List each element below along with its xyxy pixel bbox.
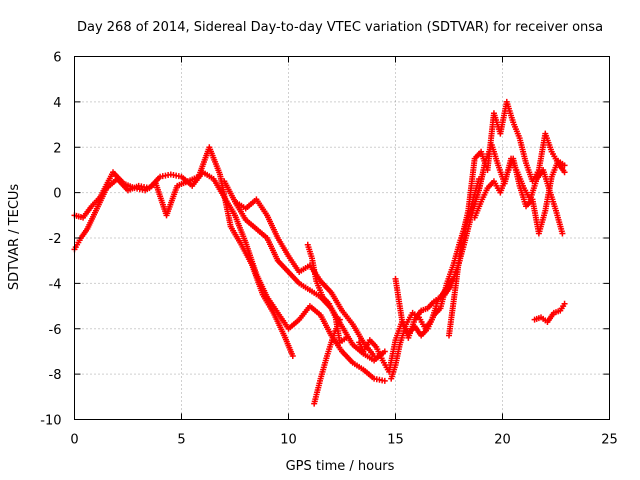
- data-point: [343, 334, 350, 341]
- series-track-10: [446, 98, 568, 339]
- x-tick-labels: 0 5 10 15 20 25: [70, 433, 617, 448]
- x-tick-label: 10: [280, 433, 297, 448]
- x-tick-label: 5: [177, 433, 185, 448]
- data-point: [336, 316, 343, 323]
- x-tick-label: 0: [70, 433, 78, 448]
- y-tick-label: -6: [49, 323, 62, 338]
- data-point: [381, 377, 388, 384]
- x-axis-label: GPS time / hours: [286, 459, 395, 474]
- data-point: [381, 348, 388, 355]
- y-tick-label: 4: [53, 96, 61, 111]
- y-tick-labels: -10 -8 -6 -4 -2 0 2 4 6: [40, 51, 61, 429]
- series-track-12: [531, 300, 568, 325]
- series-track-7: [356, 176, 482, 375]
- axis-ticks: [74, 56, 610, 420]
- x-tick-label: 20: [494, 433, 511, 448]
- grid: [74, 56, 610, 420]
- x-tick-label: 25: [601, 433, 618, 448]
- series-track-2: [71, 144, 296, 359]
- x-tick-label: 15: [387, 433, 404, 448]
- data-point: [561, 300, 568, 307]
- y-tick-label: -2: [49, 232, 62, 247]
- data-point: [561, 169, 568, 176]
- series-track-5: [304, 241, 350, 346]
- data-point: [561, 162, 568, 169]
- data-point: [289, 352, 296, 359]
- series-track-6: [311, 316, 343, 407]
- y-tick-label: 0: [53, 187, 61, 202]
- y-tick-label: 6: [53, 51, 61, 66]
- data-point: [559, 230, 566, 237]
- y-axis-label: SDTVAR / TECUs: [7, 184, 22, 291]
- y-tick-label: -4: [49, 277, 62, 292]
- y-tick-label: -8: [49, 368, 62, 383]
- series-track-1: [71, 169, 388, 384]
- y-tick-label: -10: [40, 414, 61, 429]
- chart-title: Day 268 of 2014, Sidereal Day-to-day VTE…: [77, 20, 603, 35]
- y-tick-label: 2: [53, 141, 61, 156]
- series-track-11: [471, 155, 568, 237]
- series-track-4: [232, 196, 378, 359]
- data-point: [371, 352, 378, 359]
- data-points: [71, 98, 568, 407]
